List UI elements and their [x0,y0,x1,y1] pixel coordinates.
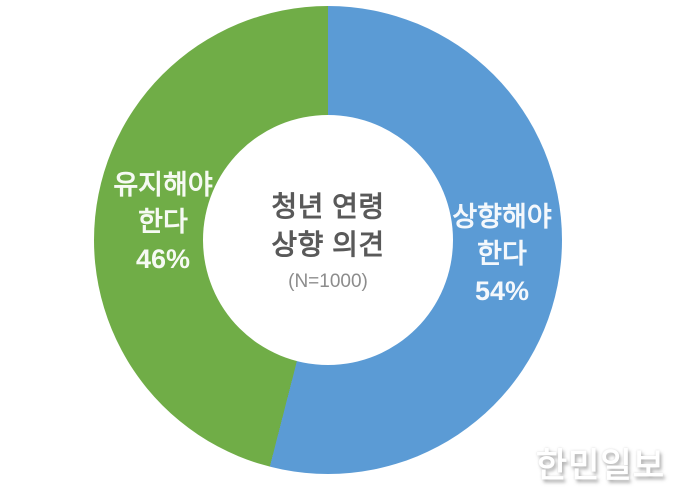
donut-chart: 청년 연령 상향 의견 (N=1000) [94,6,562,474]
slice-label-maintain-text: 유지해야 한다 [113,170,213,237]
donut-hole: 청년 연령 상향 의견 (N=1000) [203,115,453,365]
watermark-logo: 한민일보 [535,447,665,485]
chart-sample-size: (N=1000) [288,270,368,292]
slice-label-maintain: 유지해야 한다 46% [88,167,238,278]
slice-label-raise-percent: 54% [474,276,530,306]
slice-label-maintain-percent: 46% [135,244,191,274]
slice-label-raise-text: 상향해야 한다 [452,202,552,269]
chart-title: 청년 연령 상향 의견 [271,190,385,260]
slice-label-raise: 상향해야 한다 54% [428,199,576,310]
